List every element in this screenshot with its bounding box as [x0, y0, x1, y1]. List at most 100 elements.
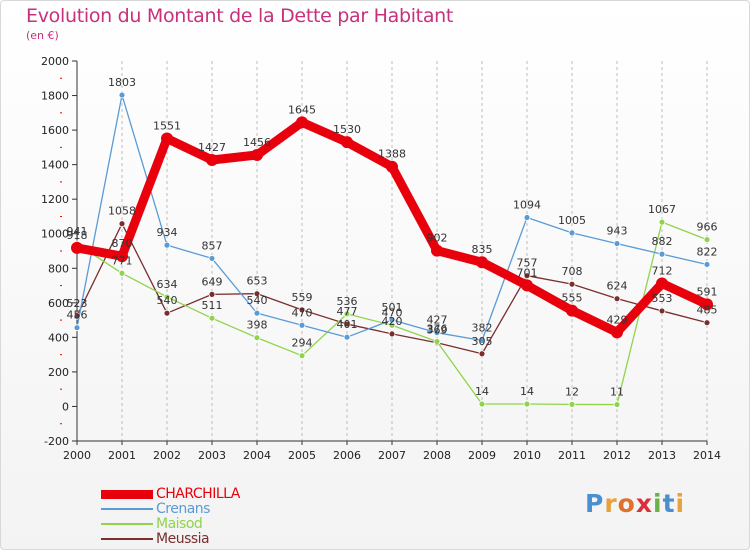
point-meussia-2006	[343, 320, 351, 328]
point-crenans-2011	[568, 229, 576, 237]
data-label-maisod-2000: 941	[67, 225, 88, 238]
y-tick-label: 200	[48, 366, 69, 379]
point-charchilla-2001	[116, 250, 128, 263]
data-label-crenans-2007: 501	[382, 301, 403, 314]
point-meussia-2012	[613, 295, 621, 303]
data-label-charchilla-2005: 1645	[288, 103, 316, 116]
point-crenans-2002	[163, 241, 171, 249]
legend-label-maisod: Maisod	[156, 516, 203, 532]
point-crenans-2005	[298, 321, 306, 329]
point-maisod-2009	[478, 400, 486, 408]
y-tick-label: 1400	[41, 159, 69, 172]
point-meussia-2007	[388, 330, 396, 338]
axes: -200 0 200 400 600 800 1000 1200 1400 1600 1800 200…	[41, 55, 721, 462]
point-charchilla-2004	[251, 148, 263, 161]
y-tick-label: 1800	[41, 90, 69, 103]
point-maisod-2013	[658, 218, 666, 226]
y-tick-label: -200	[44, 435, 69, 448]
x-tick-label: 2011	[558, 449, 586, 462]
data-label-meussia-2000: 523	[67, 297, 88, 310]
data-label-charchilla-2010: 701	[517, 266, 538, 279]
data-label-crenans-2014: 822	[697, 245, 718, 258]
data-label-maisod-2005: 294	[292, 337, 313, 350]
point-crenans-2009	[478, 337, 486, 344]
point-maisod-2008	[433, 338, 441, 345]
data-label-crenans-2008: 427	[427, 314, 448, 327]
data-label-charchilla-2014: 591	[697, 285, 718, 298]
data-label-maisod-2001: 771	[112, 254, 133, 267]
point-meussia-2002	[163, 309, 171, 317]
data-label-charchilla-2002: 1551	[153, 120, 181, 133]
point-meussia-2001	[118, 220, 126, 228]
y-tick-label: 1200	[41, 193, 69, 206]
point-crenans-2008	[433, 329, 441, 337]
data-label-charchilla-2013: 712	[652, 264, 673, 277]
point-charchilla-2009	[476, 256, 488, 269]
data-label-crenans-2003: 857	[202, 239, 223, 252]
y-tick-label: 2000	[41, 55, 69, 68]
point-meussia-2004	[253, 290, 261, 298]
point-maisod-2005	[298, 352, 306, 360]
point-crenans-2006	[343, 333, 351, 341]
point-charchilla-2005	[296, 116, 308, 129]
point-charchilla-2006	[341, 136, 353, 149]
data-label-meussia-2011: 708	[562, 265, 583, 278]
logo-letter: x	[635, 489, 653, 518]
point-crenans-2003	[208, 255, 216, 262]
data-label-meussia-2014: 485	[697, 304, 718, 317]
point-maisod-2001	[118, 269, 126, 277]
y-tick-label: 400	[48, 331, 69, 344]
grid	[76, 61, 708, 441]
y-tick-label: 800	[48, 262, 69, 275]
legend-label-meussia: Meussia	[156, 531, 210, 547]
data-label-crenans-2000: 456	[67, 309, 88, 322]
x-tick-label: 2002	[153, 449, 181, 462]
legend-swatch-meussia	[101, 538, 153, 540]
logo-letter: i	[653, 489, 663, 518]
data-label-charchilla-2012: 429	[607, 313, 628, 326]
data-label-maisod-2006: 536	[337, 295, 358, 308]
data-label-maisod-2012: 11	[610, 386, 624, 399]
x-tick-label: 2008	[423, 449, 451, 462]
x-tick-label: 2001	[108, 449, 136, 462]
data-label-meussia-2013: 553	[652, 292, 673, 305]
data-label-crenans-2004: 540	[247, 294, 268, 307]
data-label-charchilla-2000: 918	[67, 229, 88, 242]
point-charchilla-2007	[386, 160, 398, 173]
point-meussia-2009	[478, 350, 486, 358]
legend-label-charchilla: CHARCHILLA	[156, 486, 240, 502]
data-label-maisod-2011: 12	[565, 385, 579, 398]
point-crenans-2007	[388, 316, 396, 324]
point-charchilla-2014	[701, 298, 713, 311]
data-label-maisod-2013: 1067	[648, 203, 676, 216]
data-label-charchilla-2006: 1530	[333, 123, 361, 136]
point-meussia-2005	[298, 306, 306, 314]
point-charchilla-2000	[71, 241, 83, 254]
chart-title: Evolution du Montant de la Dette par Hab…	[26, 5, 454, 27]
data-label-maisod-2014: 966	[697, 221, 718, 234]
point-maisod-2002	[163, 293, 171, 301]
data-label-maisod-2008: 376	[427, 323, 448, 336]
legend-swatch-crenans	[101, 508, 153, 510]
point-maisod-2011	[568, 400, 576, 408]
point-crenans-2010	[523, 214, 531, 221]
proxiti-logo: Proxiti	[585, 489, 685, 518]
data-label-crenans-2011: 1005	[558, 214, 586, 227]
point-maisod-2010	[523, 400, 531, 408]
data-label-crenans-2001: 1803	[108, 76, 136, 89]
point-crenans-2014	[703, 261, 711, 268]
data-label-charchilla-2009: 835	[472, 243, 493, 256]
x-tick-label: 2012	[603, 449, 631, 462]
data-label-meussia-2003: 649	[202, 275, 223, 288]
point-meussia-2010	[523, 272, 531, 280]
data-label-maisod-2010: 14	[520, 385, 534, 398]
data-label-crenans-2012: 943	[607, 225, 628, 238]
data-label-maisod-2009: 14	[475, 385, 489, 398]
point-maisod-2003	[208, 314, 216, 322]
point-maisod-2012	[613, 401, 621, 408]
x-tick-label: 2007	[378, 449, 406, 462]
y-tick-label: 1600	[41, 124, 69, 137]
point-charchilla-2003	[206, 153, 218, 166]
